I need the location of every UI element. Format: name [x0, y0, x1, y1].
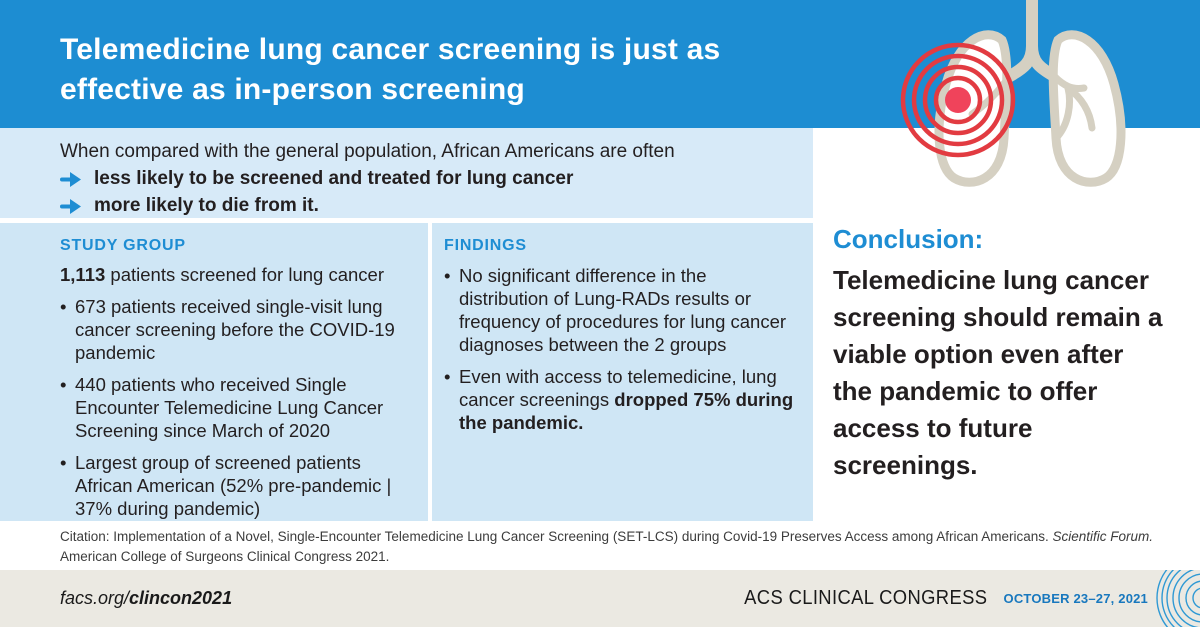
- finding-text: No significant difference in the distrib…: [459, 265, 787, 355]
- patients-stat: 1,113 patients screened for lung cancer: [60, 264, 416, 286]
- study-group-section: STUDY GROUP 1,113 patients screened for …: [60, 237, 416, 520]
- study-group-heading: STUDY GROUP: [60, 237, 186, 254]
- page-title: Telemedicine lung cancer screening is ju…: [60, 33, 721, 106]
- facs-url-prefix: facs.org/: [60, 588, 130, 608]
- citation-prefix: Citation: Implementation of a Novel, Sin…: [60, 529, 1053, 544]
- intro-bullet: less likely to be screened and treated f…: [60, 168, 813, 190]
- stat-label: patients screened for lung cancer: [105, 264, 384, 285]
- conclusion-section: Conclusion: Telemedicine lung cancer scr…: [833, 224, 1165, 483]
- study-bullet-list: 673 patients received single-visit lung …: [60, 295, 416, 520]
- list-item: 440 patients who received Single Encount…: [60, 373, 416, 442]
- list-item: No significant difference in the distrib…: [444, 264, 796, 356]
- findings-section: FINDINGS No significant difference in th…: [444, 237, 796, 434]
- arrow-right-icon: [60, 171, 81, 187]
- citation: Citation: Implementation of a Novel, Sin…: [60, 527, 1188, 568]
- finding-text: Even with access to telemedicine, lung c…: [459, 366, 777, 410]
- list-item: Even with access to telemedicine, lung c…: [444, 365, 796, 434]
- list-item: 673 patients received single-visit lung …: [60, 295, 416, 364]
- citation-suffix: American College of Surgeons Clinical Co…: [60, 549, 390, 565]
- facs-url-bold: clincon2021: [129, 588, 233, 608]
- congress-dates: OCTOBER 23–27, 2021: [1003, 591, 1148, 606]
- citation-italic: Scientific Forum.: [1052, 529, 1154, 544]
- lungs-illustration: [900, 0, 1126, 187]
- findings-bullet-list: No significant difference in the distrib…: [444, 264, 796, 434]
- finding-bold: dropped 75% during the pandemic.: [459, 389, 794, 433]
- list-item: Largest group of screened patients Afric…: [60, 451, 416, 520]
- arrow-right-icon: [60, 198, 81, 214]
- congress-name: ACS CLINICAL CONGRESS: [744, 587, 988, 609]
- conclusion-heading: Conclusion:: [833, 224, 984, 254]
- radar-target-icon: [900, 42, 1016, 158]
- intro-bullet: more likely to die from it.: [60, 195, 813, 217]
- concentric-arcs-icon: [1156, 570, 1200, 627]
- congress-group: ACS CLINICAL CONGRESS OCTOBER 23–27, 202…: [723, 570, 1148, 627]
- footer-bar: facs.org/clincon2021 ACS CLINICAL CONGRE…: [0, 570, 1200, 627]
- stat-value: 1,113: [60, 264, 106, 285]
- intro-lead: When compared with the general populatio…: [60, 141, 675, 162]
- conclusion-text: Telemedicine lung cancer screening shoul…: [833, 265, 1163, 480]
- column-divider: [428, 223, 432, 521]
- findings-heading: FINDINGS: [444, 237, 527, 254]
- intro-bullet-text: less likely to be screened and treated f…: [94, 168, 574, 189]
- intro-bullet-text: more likely to die from it.: [94, 195, 319, 216]
- intro-panel: When compared with the general populatio…: [0, 128, 813, 218]
- facs-url: facs.org/clincon2021: [60, 570, 232, 627]
